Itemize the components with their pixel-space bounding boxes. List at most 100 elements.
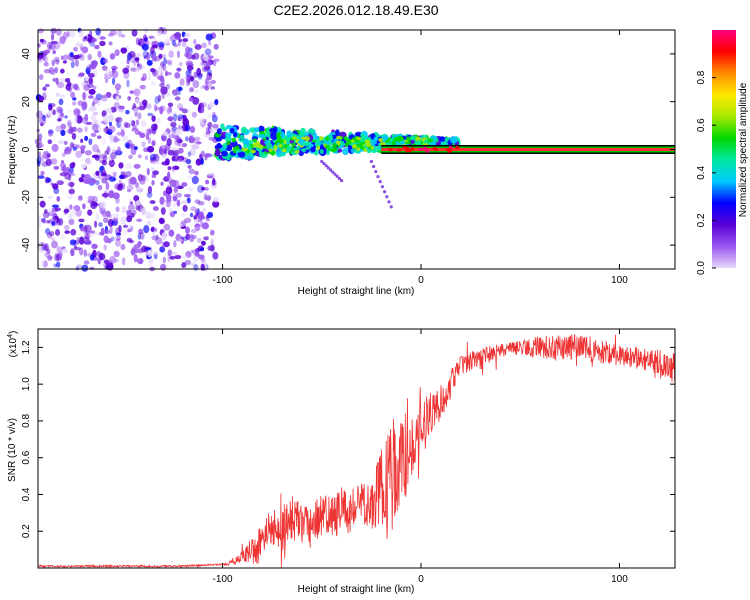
spectrum-point: [115, 88, 120, 96]
spectrum-point: [177, 114, 185, 119]
spectrum-point: [160, 86, 168, 95]
spectrum-point: [55, 125, 63, 133]
spectrum-point: [75, 208, 82, 217]
spectrum-point: [175, 86, 184, 92]
spectrum-point: [68, 126, 74, 135]
spectrum-point: [167, 166, 172, 171]
spectrum-point: [120, 34, 126, 38]
spectrum-point: [138, 228, 144, 235]
spectrum-point: [146, 145, 155, 153]
spectrum-point: [54, 253, 60, 262]
spectrum-point: [387, 200, 391, 204]
spectrum-point: [151, 37, 157, 42]
spectrum-point: [143, 245, 149, 253]
spectrum-point: [118, 183, 123, 189]
spectrum-point: [159, 144, 167, 151]
spectrum-point: [150, 68, 156, 73]
spectrum-point: [172, 89, 179, 96]
spectrum-point: [50, 27, 57, 34]
spectrum-point: [61, 152, 66, 158]
spectrum-point: [139, 132, 146, 138]
spectrum-point: [60, 166, 65, 171]
spectrum-point: [328, 168, 333, 172]
spectrum-point: [192, 80, 200, 89]
spectrum-point: [48, 104, 53, 112]
spectrum-point: [47, 129, 54, 134]
spectrum-point: [383, 190, 387, 194]
spectrum-point: [87, 209, 93, 216]
spectrum-point: [44, 252, 51, 258]
spectrum-point: [61, 140, 67, 145]
spectrum-point: [396, 148, 402, 152]
spectrum-point: [141, 141, 146, 148]
spectrum-point: [58, 98, 64, 106]
spectrum-point: [51, 204, 59, 208]
spectrum-point: [197, 72, 203, 80]
colorbar-tick-label: 0.0: [696, 261, 707, 275]
spectrum-point: [188, 233, 195, 243]
spectrum-point: [160, 206, 166, 215]
spectrum-point: [135, 200, 142, 206]
spectrum-point: [115, 235, 121, 241]
spectrum-point: [189, 134, 195, 140]
spectrum-point: [180, 236, 185, 244]
spectrum-point: [199, 117, 205, 125]
spectrum-point: [39, 38, 45, 43]
spectrum-point: [126, 184, 134, 191]
spectrum-point: [66, 30, 71, 38]
spectrum-point: [202, 54, 209, 62]
spectrum-point: [117, 105, 125, 113]
spectrum-point: [400, 140, 406, 144]
spectrum-point: [385, 135, 389, 140]
spectrum-point: [185, 226, 190, 235]
spectrum-point: [158, 53, 163, 59]
spectrum-point: [152, 153, 160, 162]
spectrum-point: [115, 117, 123, 123]
spectrum-point: [432, 147, 437, 151]
spectrum-point: [73, 46, 78, 52]
spectrum-point: [97, 258, 101, 265]
spectrum-point: [273, 126, 278, 134]
spectrum-point: [258, 125, 265, 133]
spectrum-point: [229, 127, 235, 134]
spectrum-point: [57, 251, 63, 257]
spectrum-point: [253, 127, 260, 133]
spectrum-point: [111, 77, 116, 86]
spectrum-point: [315, 135, 321, 140]
spectrum-point: [79, 236, 85, 245]
spectrum-point: [139, 84, 146, 90]
spectrum-point: [324, 164, 328, 168]
spectrum-point: [161, 153, 167, 159]
spectrum-point: [85, 121, 93, 125]
spectrum-point: [67, 109, 72, 114]
spectrum-point: [285, 137, 290, 143]
spectrum-point: [113, 102, 120, 109]
spectrum-point: [184, 217, 192, 224]
spectrum-point: [62, 60, 67, 64]
spectrum-point: [51, 69, 56, 76]
spectrum-point: [122, 224, 128, 228]
spectrum-point: [93, 122, 101, 130]
spectrum-point: [133, 59, 137, 67]
snr-x-axis-label: Height of straight line (km): [298, 584, 415, 595]
spectrum-point: [212, 251, 219, 260]
spectrum-point: [89, 30, 93, 36]
spectrum-point: [188, 168, 195, 175]
spectrum-point: [191, 111, 198, 118]
spectrum-point: [56, 106, 63, 113]
spectrum-point: [239, 134, 245, 140]
spectrum-point: [125, 109, 130, 115]
spectrum-point: [42, 260, 48, 268]
spectrum-point: [63, 54, 68, 61]
spectrum-point: [178, 124, 182, 130]
spectrum-point: [268, 148, 273, 152]
spectrum-point: [124, 142, 130, 148]
spectrum-point: [309, 144, 315, 147]
spectrum-point: [114, 49, 120, 57]
spectrum-point: [173, 179, 180, 189]
spectrum-point: [126, 188, 132, 193]
spectrum-point: [181, 212, 185, 218]
spectrum-point: [186, 65, 194, 71]
spectrum-point: [171, 39, 176, 46]
spectrum-point: [60, 160, 65, 164]
